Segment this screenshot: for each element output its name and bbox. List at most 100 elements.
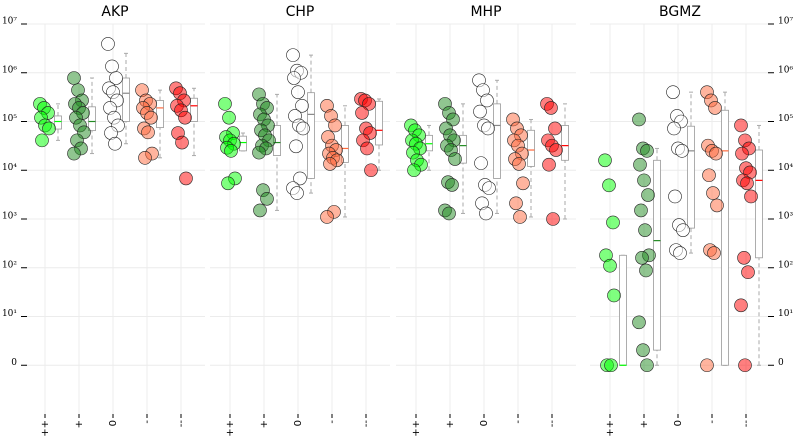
point <box>480 93 494 108</box>
point <box>295 98 309 113</box>
point <box>446 112 460 127</box>
point <box>355 106 369 120</box>
point <box>407 163 421 178</box>
point <box>513 210 527 224</box>
point <box>542 157 556 172</box>
point <box>666 85 680 99</box>
point <box>738 358 752 373</box>
point <box>442 206 456 221</box>
point <box>253 203 267 218</box>
point <box>105 59 119 74</box>
point <box>737 250 751 265</box>
x-tick-label: + <box>259 420 270 428</box>
point <box>42 121 56 136</box>
point <box>606 215 620 230</box>
box <box>619 254 627 366</box>
box <box>721 109 729 366</box>
y-tick-label: 10³ <box>2 212 17 222</box>
y-tick-label: 0 <box>11 358 17 368</box>
y-tick-label: 10⁵ <box>778 114 793 124</box>
box <box>341 125 349 163</box>
point <box>252 145 266 160</box>
point <box>179 171 193 186</box>
box <box>561 125 569 161</box>
x-tick-label: - <box>513 420 524 424</box>
point <box>702 168 716 183</box>
point <box>700 358 714 373</box>
point <box>320 210 334 224</box>
box <box>190 97 198 122</box>
point <box>512 157 526 171</box>
panel-title: CHP <box>286 4 315 20</box>
point <box>607 288 621 303</box>
box <box>88 106 96 132</box>
y-tick-label: 10² <box>778 260 793 270</box>
box <box>755 149 763 259</box>
point <box>362 97 376 111</box>
point <box>260 191 274 206</box>
point <box>291 85 305 99</box>
y-tick-label: 10⁷ <box>778 17 793 27</box>
point <box>364 163 378 178</box>
point <box>598 153 612 168</box>
point <box>673 246 687 260</box>
x-tick-label: + <box>639 420 650 428</box>
point <box>708 101 722 115</box>
point <box>640 358 654 373</box>
x-tick-label: -- <box>176 420 187 428</box>
point <box>178 110 192 125</box>
point <box>637 173 651 188</box>
point <box>479 206 493 221</box>
box <box>527 129 535 167</box>
x-tick-label: -- <box>547 420 558 428</box>
point <box>144 110 158 125</box>
box <box>54 115 62 130</box>
point <box>710 198 724 213</box>
point <box>35 133 49 148</box>
y-tick-label: 10⁶ <box>778 65 793 75</box>
point <box>709 146 723 161</box>
box <box>459 134 467 164</box>
point <box>633 157 647 172</box>
y-tick-label: 10⁶ <box>2 65 17 75</box>
point <box>636 343 650 357</box>
x-tick-label: - <box>327 420 338 424</box>
point <box>109 71 123 85</box>
point <box>218 97 232 111</box>
y-tick-label: 10¹ <box>778 309 793 319</box>
point <box>222 110 236 125</box>
box <box>156 100 164 128</box>
point <box>632 315 646 330</box>
point <box>544 101 558 115</box>
point <box>509 196 523 211</box>
point <box>101 37 115 51</box>
point <box>676 223 690 237</box>
point <box>641 188 655 202</box>
point <box>735 146 749 161</box>
y-tick-label: 10³ <box>778 212 793 222</box>
point <box>482 181 496 195</box>
x-tick-label: ++ <box>411 420 422 437</box>
point <box>221 176 235 191</box>
x-tick-label: + <box>74 420 85 428</box>
point <box>474 156 488 170</box>
point <box>548 121 562 136</box>
box <box>425 134 433 152</box>
point <box>141 125 155 140</box>
point <box>323 157 337 171</box>
point <box>293 171 307 186</box>
point <box>734 118 748 133</box>
x-tick-label: - <box>142 420 153 424</box>
point <box>706 186 720 200</box>
point <box>67 146 81 161</box>
point <box>744 189 758 204</box>
point <box>546 212 560 226</box>
panel-title: AKP <box>101 4 128 20</box>
x-tick-label: 0 <box>673 420 684 426</box>
point <box>287 71 301 85</box>
point <box>108 136 122 151</box>
x-tick-label: -- <box>361 420 372 428</box>
point <box>138 151 152 165</box>
point <box>445 178 459 192</box>
